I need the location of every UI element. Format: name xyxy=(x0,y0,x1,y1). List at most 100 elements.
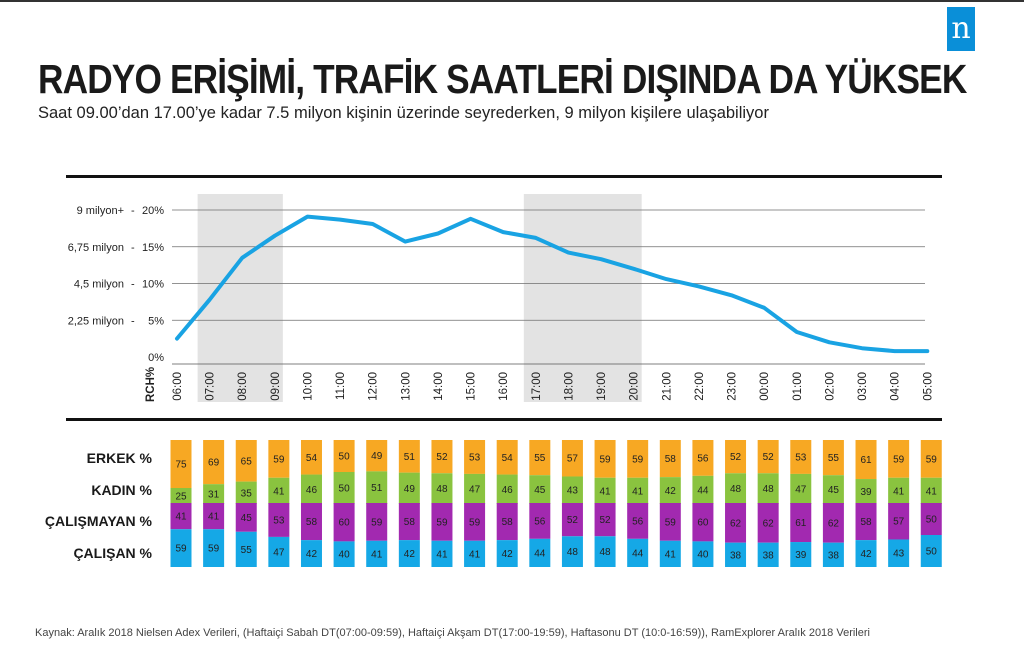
kadin-bar-segment xyxy=(496,474,518,504)
x-tick-label: 21:00 xyxy=(661,372,673,401)
calismayan-bar-label: 58 xyxy=(860,517,872,528)
calismayan-bar-segment xyxy=(627,503,649,539)
calismayan-bar-label: 52 xyxy=(599,515,611,526)
calismayan-bar-segment xyxy=(725,503,747,543)
kadin-bar-segment xyxy=(431,473,453,504)
calisan-bar-segment xyxy=(170,529,192,567)
erkek-bar-label: 59 xyxy=(273,454,285,465)
kadin-bar-segment xyxy=(594,477,616,504)
calismayan-bar-segment xyxy=(888,503,910,540)
calisan-bar-segment xyxy=(268,536,290,567)
calismayan-bar-label: 62 xyxy=(828,518,840,529)
calisan-bar-label: 42 xyxy=(502,549,514,560)
erkek-bar-segment xyxy=(333,440,355,472)
calisan-bar-label: 48 xyxy=(599,547,611,558)
y-tick-label: 5% xyxy=(148,315,164,327)
calisan-bar-segment xyxy=(496,540,518,567)
x-tick-label: 22:00 xyxy=(694,372,706,401)
calisan-bar-segment xyxy=(529,538,551,567)
kadin-bar-segment xyxy=(398,472,420,504)
page-title: RADYO ERİŞİMİ, TRAFİK SAATLERİ DIŞINDA D… xyxy=(38,56,967,102)
kadin-bar-label: 25 xyxy=(175,492,187,503)
nielsen-logo: n xyxy=(947,7,975,51)
calisan-bar-label: 59 xyxy=(175,544,187,555)
x-tick-label: 07:00 xyxy=(205,372,217,401)
erkek-bar-segment xyxy=(464,440,486,474)
erkek-bar-label: 75 xyxy=(175,460,187,471)
calismayan-bar-label: 41 xyxy=(208,512,220,523)
erkek-bar-segment xyxy=(529,440,551,476)
calisan-bar-segment xyxy=(757,542,779,567)
calismayan-bar-label: 58 xyxy=(502,517,514,528)
y-secondary-label: 4,5 milyon xyxy=(74,279,124,291)
erkek-bar-label: 56 xyxy=(697,453,709,464)
erkek-bar-segment xyxy=(855,440,877,480)
erkek-bar-segment xyxy=(300,440,322,475)
calismayan-bar-segment xyxy=(920,503,942,535)
erkek-bar-segment xyxy=(594,440,616,478)
calisan-bar-segment xyxy=(464,540,486,567)
calisan-bar-segment xyxy=(692,541,714,567)
kadin-bar-segment xyxy=(888,477,910,504)
erkek-bar-label: 55 xyxy=(534,453,546,464)
x-tick-label: 09:00 xyxy=(270,372,282,401)
erkek-bar-segment xyxy=(692,440,714,476)
erkek-bar-label: 57 xyxy=(567,454,579,465)
kadin-bar-label: 41 xyxy=(273,486,285,497)
calismayan-bar-label: 53 xyxy=(273,515,285,526)
calisan-bar-label: 41 xyxy=(371,549,383,560)
calismayan-bar-segment xyxy=(464,503,486,541)
calisan-bar-label: 55 xyxy=(241,545,253,556)
erkek-bar-label: 53 xyxy=(469,452,481,463)
kadin-bar-label: 48 xyxy=(436,484,448,495)
kadin-bar-segment xyxy=(235,481,257,504)
chart-top-rule xyxy=(66,175,942,178)
erkek-bar-label: 52 xyxy=(436,452,448,463)
erkek-bar-label: 59 xyxy=(893,454,905,465)
erkek-bar-segment xyxy=(398,440,420,473)
calismayan-bar-label: 57 xyxy=(893,517,905,528)
calisan-bar-label: 40 xyxy=(697,550,709,561)
calisan-bar-label: 48 xyxy=(567,547,579,558)
calismayan-bar-label: 60 xyxy=(339,518,351,529)
x-tick-label: 02:00 xyxy=(824,372,836,401)
kadin-bar-segment xyxy=(659,477,681,504)
x-tick-label: 01:00 xyxy=(792,372,804,401)
kadin-bar-segment xyxy=(170,488,192,504)
calismayan-bar-label: 60 xyxy=(697,518,709,529)
erkek-bar-segment xyxy=(920,440,942,478)
erkek-bar-segment xyxy=(268,440,290,478)
x-tick-label: 23:00 xyxy=(727,372,739,401)
erkek-bar-segment xyxy=(627,440,649,478)
calisan-bar-segment xyxy=(822,542,844,567)
x-tick-label: 19:00 xyxy=(596,372,608,401)
top-rule xyxy=(0,0,1024,2)
erkek-bar-label: 59 xyxy=(599,454,611,465)
calisan-bar-segment xyxy=(594,536,616,567)
erkek-bar-label: 59 xyxy=(926,454,938,465)
x-tick-label: 08:00 xyxy=(237,372,249,401)
kadin-bar-label: 42 xyxy=(665,486,677,497)
erkek-bar-segment xyxy=(431,440,453,474)
y-axis-title: RCH% xyxy=(145,367,157,402)
x-tick-label: 06:00 xyxy=(172,372,184,401)
calismayan-bar-segment xyxy=(235,503,257,532)
erkek-bar-segment xyxy=(170,440,192,488)
x-tick-label: 14:00 xyxy=(433,372,445,401)
page-subtitle: Saat 09.00’dan 17.00’ye kadar 7.5 milyon… xyxy=(38,104,769,122)
kadin-bar-segment xyxy=(822,475,844,504)
erkek-bar-segment xyxy=(366,440,388,472)
y-secondary-dash: - xyxy=(131,205,135,217)
calismayan-bar-label: 52 xyxy=(567,515,579,526)
y-tick-label: 20% xyxy=(142,205,164,217)
calismayan-bar-segment xyxy=(398,503,420,541)
calisan-bar-label: 50 xyxy=(926,547,938,558)
erkek-bar-label: 69 xyxy=(208,458,220,469)
x-tick-label: 16:00 xyxy=(498,372,510,401)
calismayan-bar-label: 59 xyxy=(436,517,448,528)
calisan-bar-segment xyxy=(300,540,322,567)
calismayan-bar-label: 58 xyxy=(404,517,416,528)
calisan-bar-label: 42 xyxy=(404,549,416,560)
x-tick-label: 15:00 xyxy=(466,372,478,401)
calismayan-bar-label: 45 xyxy=(241,513,253,524)
